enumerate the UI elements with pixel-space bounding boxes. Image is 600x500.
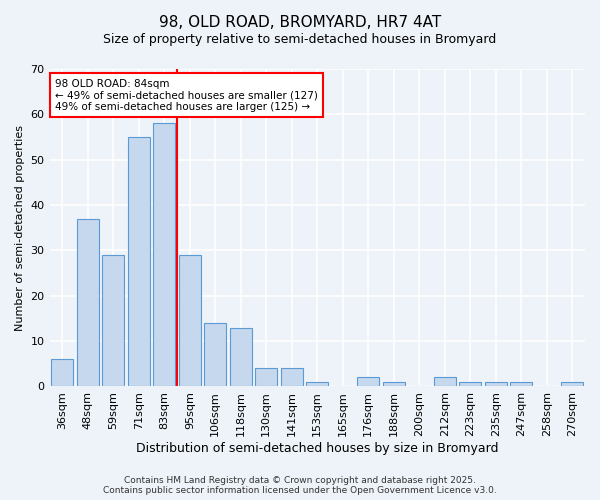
Bar [358, 378, 379, 386]
Y-axis label: Number of semi-detached properties: Number of semi-detached properties [15, 124, 25, 330]
Bar [52, 359, 73, 386]
Bar [511, 382, 532, 386]
Bar [460, 382, 481, 386]
Bar [103, 255, 124, 386]
Bar [230, 328, 251, 386]
Bar [307, 382, 328, 386]
Bar [77, 218, 98, 386]
Text: Contains HM Land Registry data © Crown copyright and database right 2025.
Contai: Contains HM Land Registry data © Crown c… [103, 476, 497, 495]
Bar [256, 368, 277, 386]
Text: Size of property relative to semi-detached houses in Bromyard: Size of property relative to semi-detach… [103, 32, 497, 46]
Bar [434, 378, 455, 386]
Bar [485, 382, 506, 386]
Text: 98, OLD ROAD, BROMYARD, HR7 4AT: 98, OLD ROAD, BROMYARD, HR7 4AT [159, 15, 441, 30]
Bar [128, 137, 149, 386]
Text: 98 OLD ROAD: 84sqm
← 49% of semi-detached houses are smaller (127)
49% of semi-d: 98 OLD ROAD: 84sqm ← 49% of semi-detache… [55, 78, 318, 112]
Bar [562, 382, 583, 386]
Bar [205, 323, 226, 386]
X-axis label: Distribution of semi-detached houses by size in Bromyard: Distribution of semi-detached houses by … [136, 442, 499, 455]
Bar [383, 382, 404, 386]
Bar [281, 368, 302, 386]
Bar [154, 124, 175, 386]
Bar [179, 255, 200, 386]
